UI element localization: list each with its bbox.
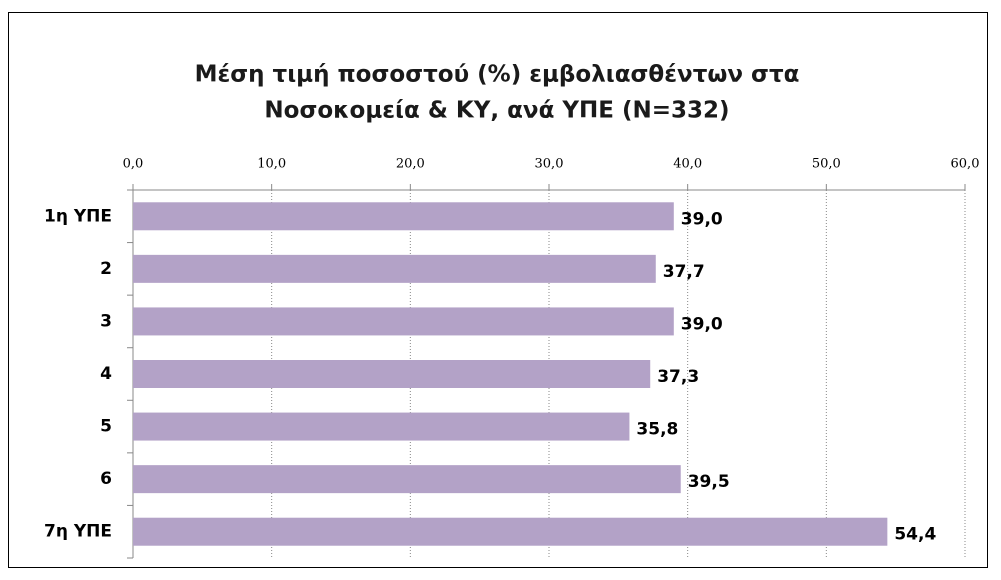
x-tick-label: 0,0 xyxy=(123,157,144,172)
y-tick-label: 7η ΥΠΕ xyxy=(44,522,112,542)
data-label: 37,3 xyxy=(657,367,699,387)
x-tick-label: 60,0 xyxy=(951,157,980,172)
x-tick-label: 40,0 xyxy=(673,157,702,172)
x-tick-label: 10,0 xyxy=(257,157,286,172)
data-label: 39,0 xyxy=(681,209,723,229)
x-tick-label: 30,0 xyxy=(535,157,564,172)
y-tick-label: 6 xyxy=(100,469,112,489)
y-tick-label: 5 xyxy=(100,417,112,437)
y-tick-label: 4 xyxy=(100,364,112,384)
bar xyxy=(133,307,674,336)
y-tick-label: 3 xyxy=(100,311,112,331)
data-label: 35,8 xyxy=(636,420,678,440)
x-tick-label: 50,0 xyxy=(812,157,841,172)
bar xyxy=(133,517,888,546)
data-label: 54,4 xyxy=(894,525,936,545)
bar xyxy=(133,254,656,283)
data-label: 39,0 xyxy=(681,314,723,334)
chart-title: Μέση τιμή ποσοστού (%) εμβολιασθέντων στ… xyxy=(195,62,800,88)
x-tick-label: 20,0 xyxy=(396,157,425,172)
data-label: 37,7 xyxy=(663,262,705,282)
bar xyxy=(133,465,681,494)
y-tick-label: 2 xyxy=(100,259,112,279)
bar xyxy=(133,412,630,441)
data-label: 39,5 xyxy=(688,472,730,492)
chart-subtitle: Νοσοκομεία & ΚΥ, ανά ΥΠΕ (N=332) xyxy=(264,98,729,124)
bar xyxy=(133,360,651,388)
bar xyxy=(133,202,674,231)
y-tick-label: 1η ΥΠΕ xyxy=(44,206,112,226)
